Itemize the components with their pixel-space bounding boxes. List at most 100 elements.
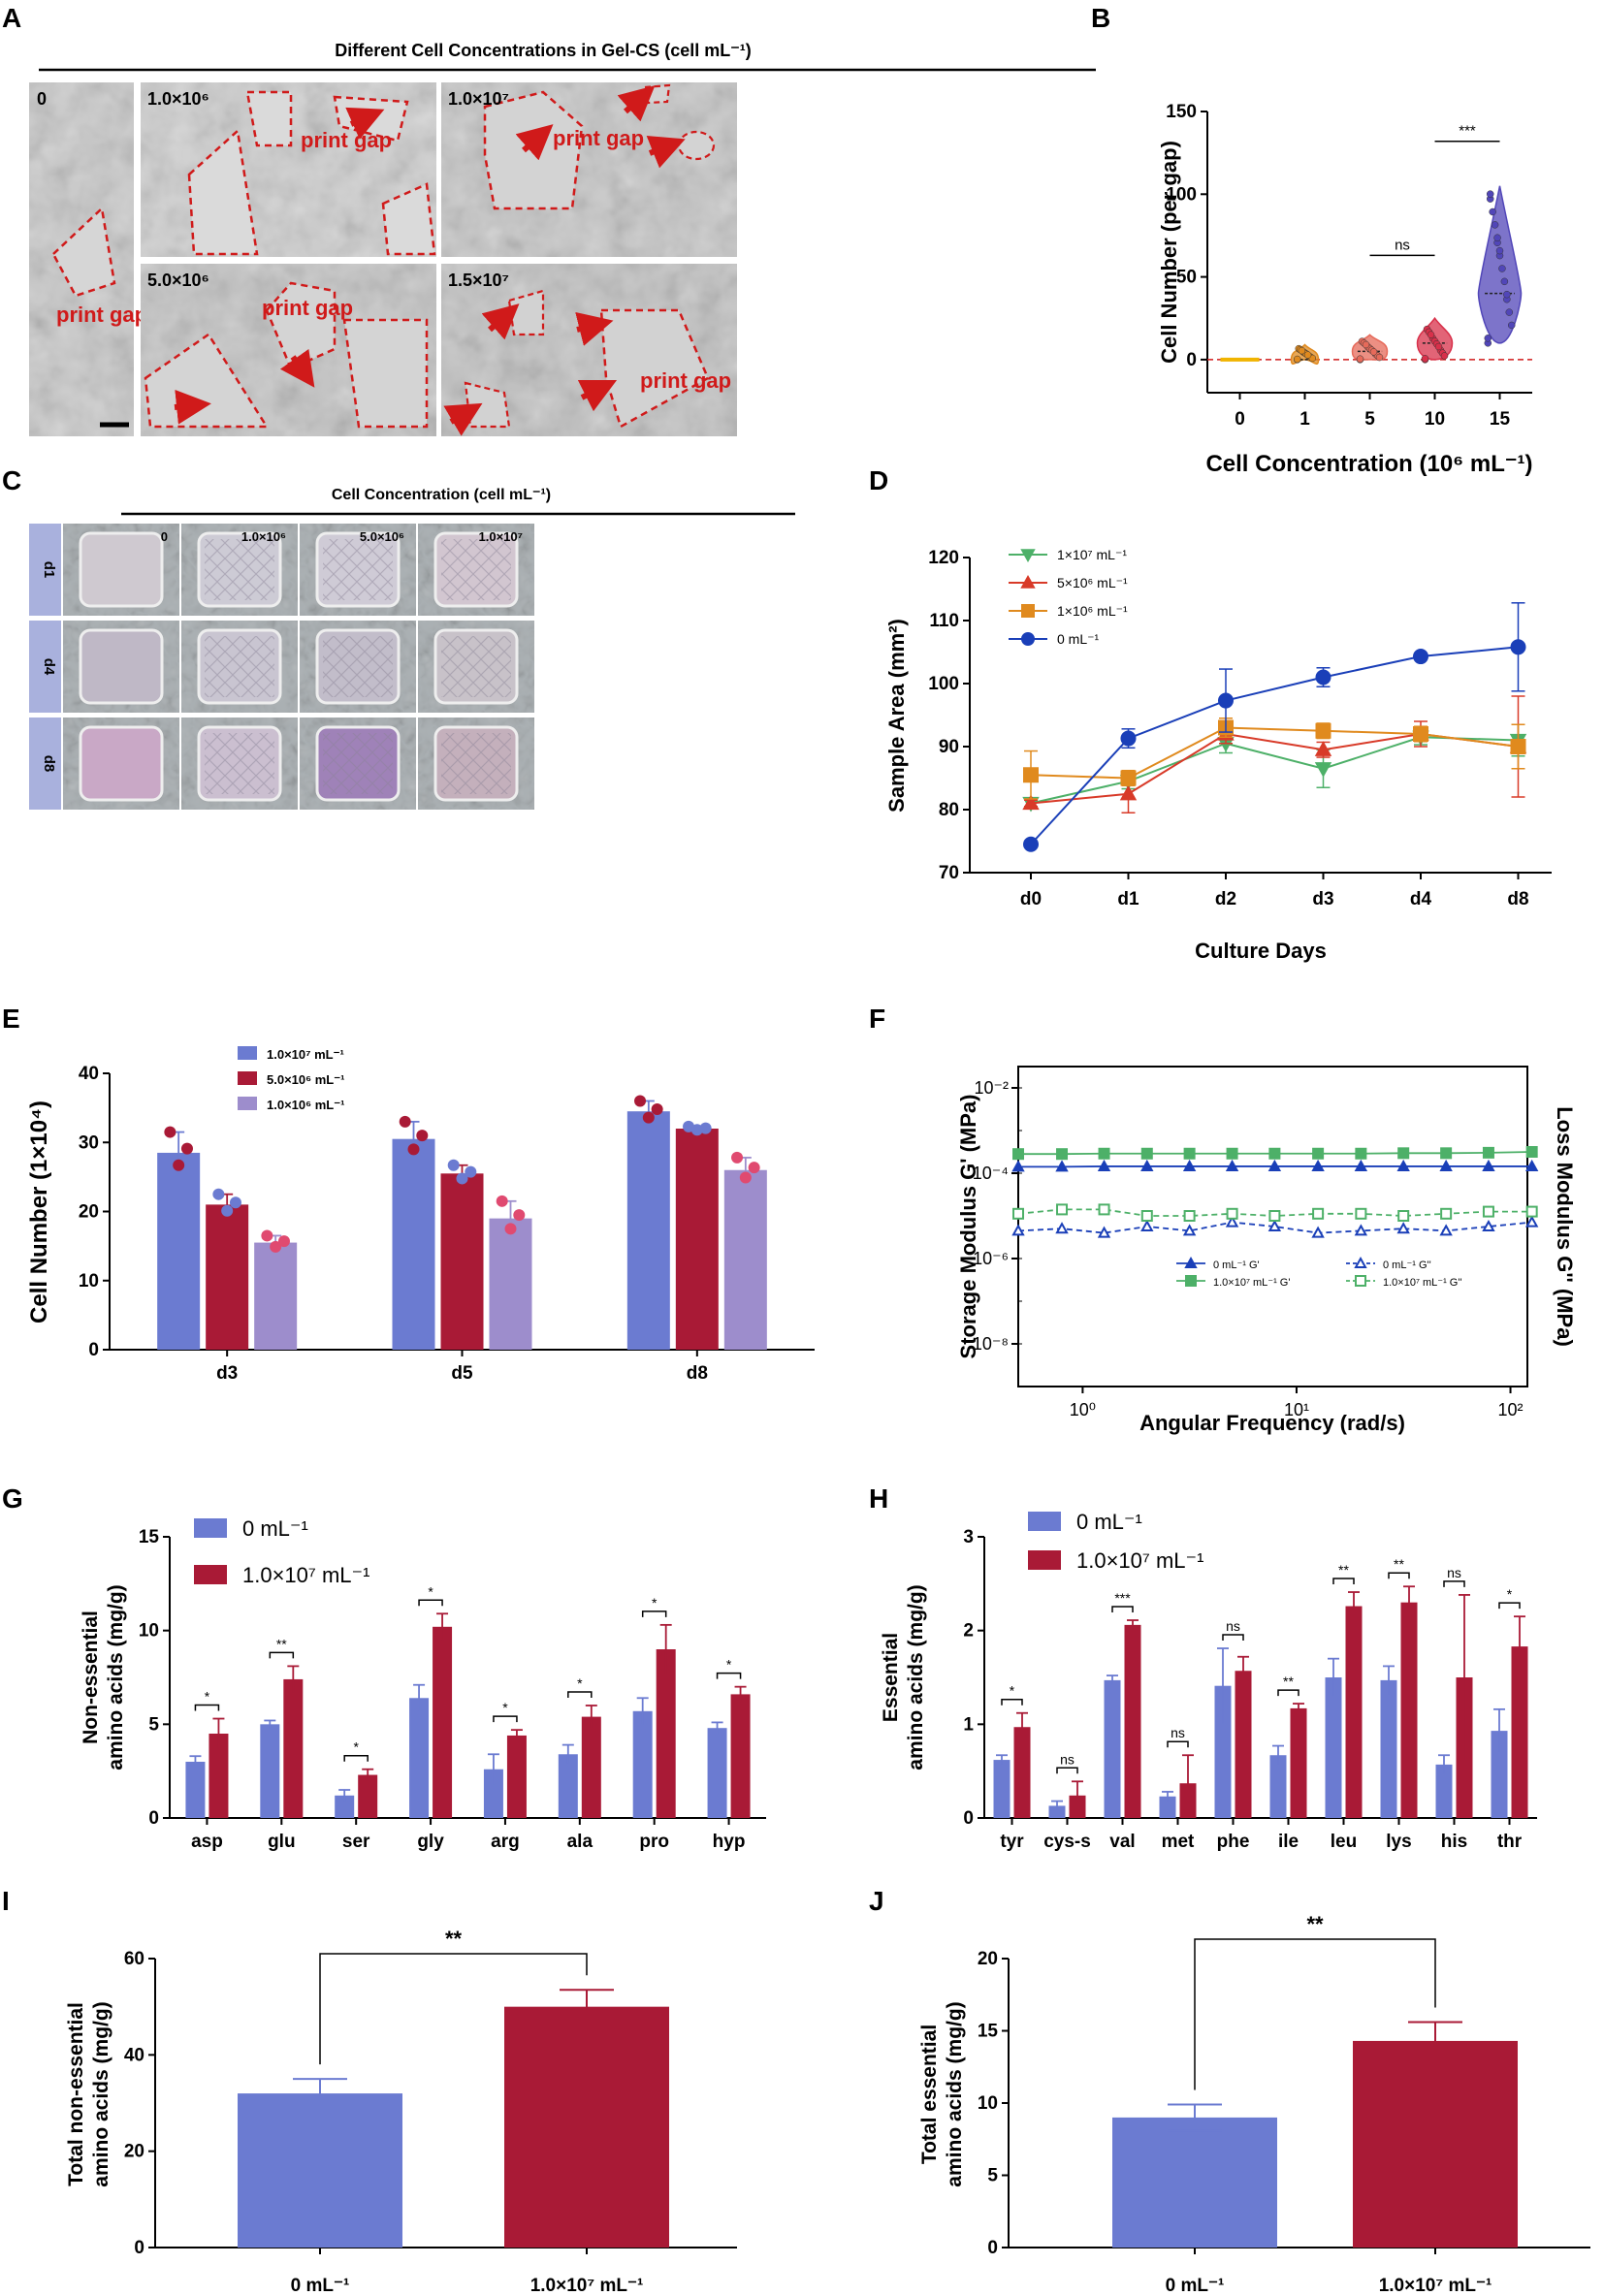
x-tick-label: 10⁰	[1070, 1400, 1096, 1419]
replicate-point	[456, 1172, 468, 1185]
legend-label: 0 mL⁻¹	[242, 1516, 308, 1541]
bar	[283, 1678, 304, 1818]
y-tick-label: 0	[987, 2238, 998, 2258]
violin-point	[1375, 353, 1384, 362]
x-tick-label: ala	[567, 1832, 593, 1852]
significance-bracket	[1001, 1698, 1023, 1706]
bar	[1112, 2117, 1277, 2248]
chart-e: E 0 10 20 30 40 d3 d5 d8 1.0×10⁷ mL⁻¹ 5.0×10⁶ mL⁻¹…	[2, 1004, 815, 1384]
legend-marker	[1355, 1275, 1366, 1287]
bar	[558, 1754, 578, 1818]
panel-c-header: Cell Concentration (cell mL⁻¹)	[332, 487, 551, 503]
scaffold-grid-texture	[205, 636, 274, 697]
legend-swatch	[194, 1518, 227, 1538]
x-tick-label: 10	[1425, 409, 1445, 430]
line-series	[1011, 1159, 1539, 1172]
scaffold-grid-texture	[441, 636, 511, 697]
y-tick-label: 150	[1166, 102, 1197, 122]
x-tick-label: his	[1441, 1832, 1467, 1852]
violin-point	[1484, 335, 1492, 342]
bar	[656, 1649, 676, 1818]
scaffold-square	[79, 628, 164, 705]
replicate-point	[221, 1204, 234, 1217]
y-axis-title: Total non-essential	[65, 2002, 87, 2186]
data-point	[1413, 649, 1428, 665]
data-point	[1119, 784, 1138, 801]
bar	[730, 1694, 751, 1818]
line-series	[1012, 1203, 1538, 1222]
replicate-point	[739, 1171, 752, 1184]
y-tick-label: 3	[963, 1527, 974, 1547]
y-tick-label: 100	[1166, 184, 1197, 205]
bar	[209, 1734, 229, 1818]
data-point	[1315, 669, 1331, 686]
x-tick-label: val	[1109, 1832, 1135, 1852]
y-tick-label: 90	[939, 737, 959, 757]
data-point	[1225, 1159, 1239, 1171]
significance-bracket	[1498, 1602, 1521, 1610]
data-point	[1524, 1215, 1539, 1228]
micrograph-0: 0 print gap	[29, 82, 147, 436]
y-axis-title: Essential	[880, 1633, 902, 1722]
y-tick-label: 0	[88, 1340, 99, 1360]
data-point	[1012, 1148, 1024, 1161]
legend-label: 0 mL⁻¹	[1057, 631, 1100, 647]
significance-bracket	[343, 1754, 369, 1762]
bar	[675, 1129, 719, 1350]
data-point	[1482, 1146, 1494, 1159]
legend-swatch	[238, 1071, 257, 1085]
replicate-point	[731, 1151, 744, 1164]
significance-label: ns	[1447, 1565, 1461, 1580]
legend-swatch	[1028, 1550, 1061, 1570]
y-tick-label: 10⁻⁸	[973, 1334, 1009, 1354]
arrow-icon	[646, 135, 686, 169]
bar	[1353, 2040, 1518, 2248]
y-tick-label: 15	[978, 2022, 999, 2042]
violin-point	[1498, 265, 1506, 272]
y-tick-label: 0	[963, 1808, 974, 1829]
panel-label: G	[2, 1483, 23, 1514]
data-point	[1268, 1210, 1281, 1222]
data-point	[1097, 1159, 1111, 1171]
x-tick-label: d3	[1312, 889, 1333, 909]
data-point	[1482, 1219, 1495, 1231]
bar	[993, 1760, 1011, 1818]
micrograph-5e6-label: 5.0×10⁶	[147, 271, 209, 290]
data-point	[1482, 1159, 1495, 1171]
data-point	[1226, 1207, 1238, 1220]
y-tick-label: 2	[963, 1621, 974, 1642]
data-point	[1525, 1146, 1538, 1158]
data-point	[1315, 722, 1331, 739]
arrow-icon	[345, 107, 385, 140]
y-axis-title: Cell Number (1×10⁴)	[26, 1100, 52, 1323]
legend-label: 1.0×10⁷ mL⁻¹ G''	[1383, 1277, 1462, 1289]
line-series	[1023, 718, 1526, 800]
bar	[489, 1218, 532, 1350]
culture-photo-grid: d1 0 1.0×10⁶ 5.0×10⁶ 1.0×10⁷ d4 d8	[29, 524, 534, 810]
legend-label: 1.0×10⁶ mL⁻¹	[267, 1098, 344, 1112]
replicate-point	[447, 1159, 460, 1171]
line-series	[1023, 602, 1526, 852]
bar	[1235, 1671, 1252, 1818]
replicate-point	[748, 1162, 760, 1174]
data-point	[1140, 1219, 1154, 1231]
data-point	[1525, 1205, 1538, 1218]
significance-label: *	[1010, 1683, 1015, 1699]
micrograph-5e6: 5.0×10⁶ print gap	[141, 264, 436, 436]
bar	[723, 1169, 767, 1350]
legend-label: 1.0×10⁷ mL⁻¹	[267, 1047, 344, 1062]
y-axis-title: Non-essential	[80, 1610, 102, 1744]
significance-bracket	[1056, 1767, 1078, 1774]
data-point	[1354, 1224, 1368, 1236]
replicate-point	[180, 1142, 193, 1155]
violin-point	[1434, 342, 1443, 351]
y-tick-label: 20	[978, 1949, 998, 1969]
x-tick-label: gly	[417, 1832, 444, 1852]
significance-bracket	[1111, 1606, 1134, 1613]
x-tick-label: tyr	[1000, 1832, 1024, 1852]
x-axis-title: Angular Frequency (rad/s)	[1139, 1411, 1405, 1435]
series-line	[1030, 732, 1519, 805]
significance-bracket	[716, 1672, 742, 1679]
bar	[440, 1173, 484, 1350]
data-point	[1314, 741, 1332, 756]
